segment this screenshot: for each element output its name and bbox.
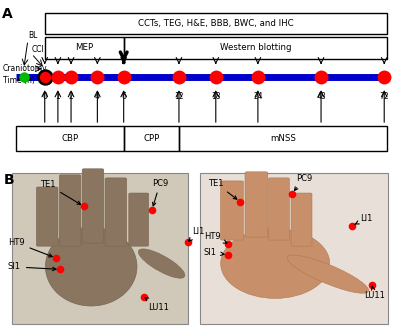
Text: CCI: CCI bbox=[32, 45, 44, 54]
FancyBboxPatch shape bbox=[245, 172, 268, 237]
Ellipse shape bbox=[221, 229, 330, 298]
Text: SI1: SI1 bbox=[8, 262, 56, 271]
Bar bbox=[124, 126, 179, 151]
Text: TE1: TE1 bbox=[208, 179, 237, 199]
Text: 24: 24 bbox=[253, 92, 263, 101]
Ellipse shape bbox=[46, 227, 137, 306]
Text: B: B bbox=[4, 173, 15, 187]
Text: 72: 72 bbox=[379, 92, 389, 101]
Text: PC9: PC9 bbox=[294, 174, 312, 190]
Bar bbox=[179, 126, 387, 151]
Bar bbox=[200, 173, 388, 324]
Text: SI1: SI1 bbox=[204, 248, 224, 257]
Text: LI1: LI1 bbox=[355, 214, 372, 224]
Text: 12: 12 bbox=[174, 92, 184, 101]
Text: 48: 48 bbox=[316, 92, 326, 101]
Bar bbox=[16, 126, 124, 151]
Text: CBP: CBP bbox=[61, 134, 78, 143]
FancyBboxPatch shape bbox=[220, 181, 243, 240]
Ellipse shape bbox=[287, 255, 369, 293]
Bar bbox=[45, 37, 124, 59]
Text: 6: 6 bbox=[121, 92, 126, 101]
Text: HT9: HT9 bbox=[204, 232, 227, 243]
Text: CPP: CPP bbox=[143, 134, 160, 143]
Text: BL: BL bbox=[28, 31, 37, 40]
FancyBboxPatch shape bbox=[268, 178, 290, 240]
Text: Craniotomy: Craniotomy bbox=[3, 64, 47, 73]
Text: CCTs, TEG, H&E, BBB, BWC, and IHC: CCTs, TEG, H&E, BBB, BWC, and IHC bbox=[138, 19, 294, 28]
FancyBboxPatch shape bbox=[59, 175, 81, 246]
Text: 1: 1 bbox=[56, 92, 60, 101]
Text: 0: 0 bbox=[42, 92, 47, 101]
FancyBboxPatch shape bbox=[129, 193, 149, 246]
FancyBboxPatch shape bbox=[291, 193, 312, 246]
Text: LU11: LU11 bbox=[364, 286, 385, 300]
Bar bbox=[12, 173, 188, 324]
Text: Western blotting: Western blotting bbox=[220, 43, 291, 52]
FancyBboxPatch shape bbox=[82, 169, 104, 243]
Bar bbox=[124, 37, 387, 59]
Text: TE1: TE1 bbox=[40, 180, 80, 204]
Text: mNSS: mNSS bbox=[270, 134, 296, 143]
Text: HT9: HT9 bbox=[8, 238, 52, 257]
Text: 18: 18 bbox=[211, 92, 220, 101]
Text: PC9: PC9 bbox=[152, 179, 168, 206]
Text: 2: 2 bbox=[69, 92, 74, 101]
Text: LI1: LI1 bbox=[189, 227, 204, 241]
Text: Time (h): Time (h) bbox=[3, 76, 34, 85]
FancyBboxPatch shape bbox=[105, 178, 127, 246]
FancyBboxPatch shape bbox=[36, 187, 58, 246]
Text: A: A bbox=[2, 7, 12, 21]
Bar bbox=[45, 13, 387, 34]
Text: MEP: MEP bbox=[75, 43, 93, 52]
Text: 4: 4 bbox=[95, 92, 100, 101]
Text: LU11: LU11 bbox=[145, 297, 169, 312]
Ellipse shape bbox=[138, 249, 185, 278]
